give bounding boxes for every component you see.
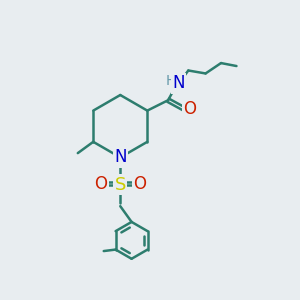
Text: O: O bbox=[94, 175, 107, 193]
Text: H: H bbox=[165, 74, 176, 88]
Text: O: O bbox=[183, 100, 196, 118]
Text: N: N bbox=[114, 148, 127, 166]
Text: O: O bbox=[133, 175, 146, 193]
Text: N: N bbox=[172, 74, 185, 92]
Text: S: S bbox=[115, 176, 126, 194]
